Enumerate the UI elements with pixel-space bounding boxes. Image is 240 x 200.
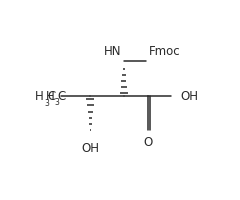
Text: C: C [58, 90, 66, 103]
Text: Fmoc: Fmoc [149, 45, 180, 58]
Text: OH: OH [180, 90, 198, 103]
Text: H: H [35, 90, 44, 103]
Text: OH: OH [81, 142, 99, 155]
Text: C: C [48, 90, 56, 103]
Text: HN: HN [104, 45, 122, 58]
Text: 3: 3 [54, 98, 59, 107]
Text: H: H [46, 90, 54, 103]
Text: 3: 3 [44, 99, 49, 108]
Text: O: O [143, 136, 152, 149]
